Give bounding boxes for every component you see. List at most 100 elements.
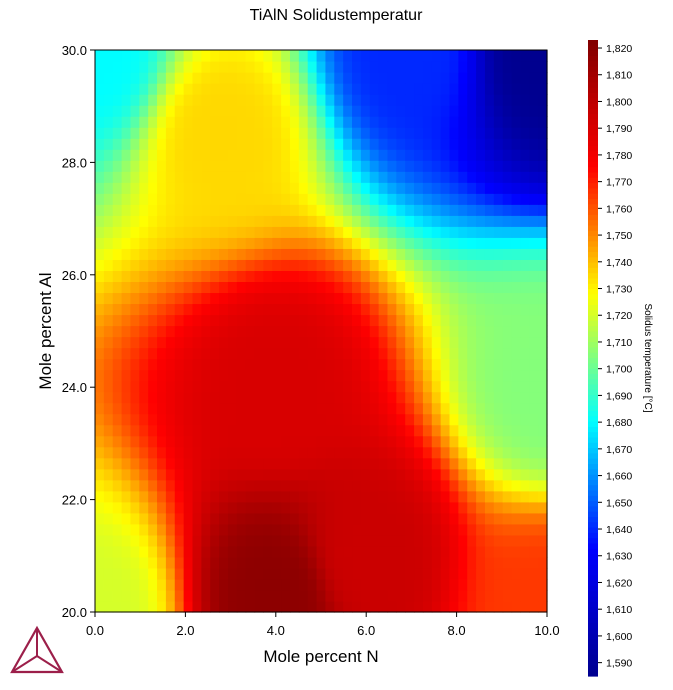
- heatmap-cell: [112, 446, 123, 459]
- heatmap-cell: [219, 424, 229, 437]
- heatmap-cell: [511, 127, 522, 139]
- heatmap-cell: [378, 259, 389, 271]
- heatmap-cell: [139, 435, 149, 448]
- heatmap-cell: [440, 534, 451, 547]
- heatmap-cell: [263, 336, 273, 349]
- heatmap-cell: [174, 193, 185, 205]
- heatmap-cell: [157, 270, 167, 283]
- heatmap-cell: [165, 193, 176, 205]
- heatmap-cell: [298, 116, 309, 128]
- heatmap-cell: [316, 72, 327, 84]
- heatmap-cell: [414, 215, 424, 227]
- heatmap-cell: [201, 259, 211, 271]
- heatmap-cell: [183, 600, 194, 613]
- heatmap-cell: [405, 138, 415, 150]
- heatmap-cell: [130, 72, 140, 84]
- heatmap-cell: [431, 325, 442, 338]
- heatmap-cell: [201, 490, 211, 503]
- heatmap-cell: [121, 248, 132, 260]
- heatmap-cell: [148, 468, 158, 481]
- heatmap-cell: [165, 281, 176, 294]
- colorbar-segment: [588, 617, 598, 624]
- heatmap-cell: [165, 215, 176, 227]
- colorbar-segment: [588, 511, 598, 518]
- heatmap-cell: [458, 369, 468, 382]
- heatmap-cell: [511, 402, 522, 415]
- heatmap-cell: [272, 61, 282, 73]
- heatmap-cell: [165, 94, 176, 106]
- heatmap-cell: [192, 281, 202, 294]
- heatmap-cell: [378, 237, 389, 249]
- heatmap-cell: [352, 72, 362, 84]
- heatmap-cell: [325, 435, 335, 448]
- heatmap-cell: [316, 413, 327, 426]
- heatmap-cell: [263, 204, 273, 216]
- heatmap-cell: [343, 402, 353, 415]
- heatmap-cell: [360, 468, 371, 481]
- heatmap-cell: [157, 347, 167, 360]
- heatmap-cell: [165, 259, 176, 271]
- heatmap-cell: [183, 248, 194, 260]
- heatmap-cell: [183, 325, 194, 338]
- heatmap-cell: [130, 204, 140, 216]
- heatmap-cell: [95, 446, 105, 459]
- heatmap-cell: [298, 226, 309, 238]
- heatmap-cell: [227, 160, 238, 172]
- heatmap-cell: [343, 457, 353, 470]
- heatmap-cell: [343, 325, 353, 338]
- heatmap-cell: [334, 61, 344, 73]
- heatmap-cell: [219, 545, 229, 558]
- x-axis-label: Mole percent N: [263, 647, 378, 666]
- heatmap-cell: [281, 358, 291, 371]
- heatmap-cell: [325, 248, 335, 260]
- heatmap-cell: [174, 479, 185, 492]
- colorbar-segment: [588, 495, 598, 502]
- heatmap-cell: [174, 149, 185, 161]
- heatmap-cell: [157, 336, 167, 349]
- heatmap-cell: [227, 72, 238, 84]
- heatmap-cell: [511, 413, 522, 426]
- heatmap-cell: [254, 600, 264, 613]
- heatmap-cell: [130, 248, 140, 260]
- heatmap-cell: [103, 534, 114, 547]
- heatmap-cell: [254, 50, 264, 62]
- heatmap-cell: [227, 578, 238, 591]
- heatmap-cell: [449, 171, 459, 183]
- heatmap-cell: [289, 512, 300, 525]
- heatmap-cell: [281, 72, 291, 84]
- heatmap-cell: [165, 171, 176, 183]
- heatmap-cell: [431, 600, 442, 613]
- heatmap-cell: [201, 446, 211, 459]
- heatmap-cell: [369, 105, 380, 117]
- heatmap-cell: [325, 336, 335, 349]
- heatmap-cell: [449, 281, 459, 294]
- heatmap-cell: [227, 171, 238, 183]
- heatmap-cell: [112, 237, 123, 249]
- heatmap-cell: [165, 50, 176, 62]
- heatmap-cell: [405, 226, 415, 238]
- heatmap-cell: [219, 600, 229, 613]
- heatmap-cell: [254, 457, 264, 470]
- heatmap-cell: [493, 523, 504, 536]
- heatmap-cell: [281, 193, 291, 205]
- heatmap-cell: [245, 413, 256, 426]
- heatmap-cell: [272, 149, 282, 161]
- heatmap-cell: [121, 556, 132, 569]
- heatmap-cell: [112, 61, 123, 73]
- heatmap-cell: [431, 578, 442, 591]
- heatmap-cell: [219, 270, 229, 283]
- heatmap-cell: [360, 457, 371, 470]
- heatmap-cell: [157, 479, 167, 492]
- heatmap-cell: [148, 314, 158, 327]
- heatmap-cell: [352, 281, 362, 294]
- heatmap-cell: [414, 567, 424, 580]
- heatmap-cell: [227, 435, 238, 448]
- heatmap-cell: [334, 490, 344, 503]
- heatmap-cell: [139, 347, 149, 360]
- heatmap-cell: [493, 138, 504, 150]
- heatmap-cell: [281, 50, 291, 62]
- colorbar-segment: [588, 564, 598, 571]
- heatmap-cell: [112, 50, 123, 62]
- heatmap-cell: [484, 600, 495, 613]
- heatmap-cell: [121, 490, 132, 503]
